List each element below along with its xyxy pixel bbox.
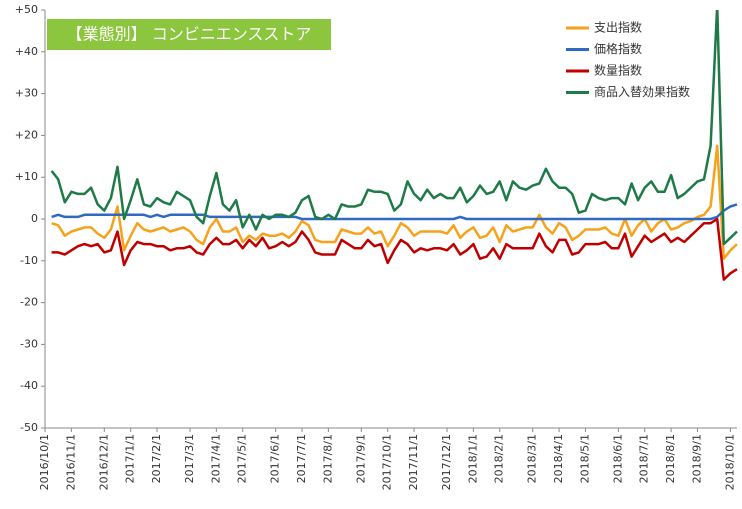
series-line (51, 217, 738, 281)
x-tick-label: 2017/1/1 (124, 434, 137, 483)
y-tick-label: +30 (15, 87, 38, 100)
x-tick-label: 2017/5/1 (236, 434, 249, 483)
y-tick-label: +10 (15, 170, 38, 183)
x-tick-label: 2016/12/1 (97, 434, 110, 490)
x-tick-label: 2016/10/1 (38, 434, 51, 490)
x-tick-label: 2018/10/1 (723, 434, 736, 490)
x-tick-label: 2017/12/1 (440, 434, 453, 490)
y-tick-label: -10 (20, 254, 38, 267)
legend-label: 商品入替効果指数 (594, 84, 690, 99)
y-tick-label: -20 (20, 296, 38, 309)
plot-area (50, 10, 738, 281)
y-tick-label: +50 (15, 3, 38, 16)
x-tick-label: 2017/7/1 (295, 434, 308, 483)
series-line (51, 144, 738, 260)
x-tick-label: 2018/4/1 (552, 434, 565, 483)
x-tick-label: 2017/3/1 (183, 434, 196, 483)
y-tick-label: -50 (20, 421, 38, 434)
x-tick-label: 2018/8/1 (664, 434, 677, 483)
x-tick-label: 2018/1/1 (466, 434, 479, 483)
legend-label: 支出指数 (594, 20, 642, 35)
x-tick-label: 2017/4/1 (209, 434, 222, 483)
series-line (51, 203, 738, 221)
y-tick-label: -40 (20, 379, 38, 392)
y-tick-label: +20 (15, 128, 38, 141)
x-tick-label: 2018/7/1 (638, 434, 651, 483)
legend-label: 数量指数 (594, 63, 642, 78)
annotation: 【業態別】 コンビニエンスストア (67, 25, 312, 44)
legend-label: 価格指数 (594, 41, 642, 56)
x-tick-label: 2016/11/1 (64, 434, 77, 490)
x-tick-label: 2017/6/1 (269, 434, 282, 483)
label-box (47, 19, 331, 50)
x-tick-label: 2017/8/1 (321, 434, 334, 483)
x-tick-label: 2017/10/1 (381, 434, 394, 490)
series-line (50, 10, 738, 246)
x-tick-label: 2018/6/1 (611, 434, 624, 483)
y-tick-label: +40 (15, 45, 38, 58)
y-tick-label: 0 (31, 212, 38, 225)
x-tick-label: 2017/9/1 (354, 434, 367, 483)
x-tick-label: 2017/11/1 (407, 434, 420, 490)
x-tick-label: 2017/2/1 (150, 434, 163, 483)
x-tick-label: 2018/2/1 (493, 434, 506, 483)
x-tick-label: 2018/5/1 (578, 434, 591, 483)
x-tick-label: 2018/9/1 (690, 434, 703, 483)
y-tick-label: -30 (20, 337, 38, 350)
x-tick-label: 2018/3/1 (526, 434, 539, 483)
